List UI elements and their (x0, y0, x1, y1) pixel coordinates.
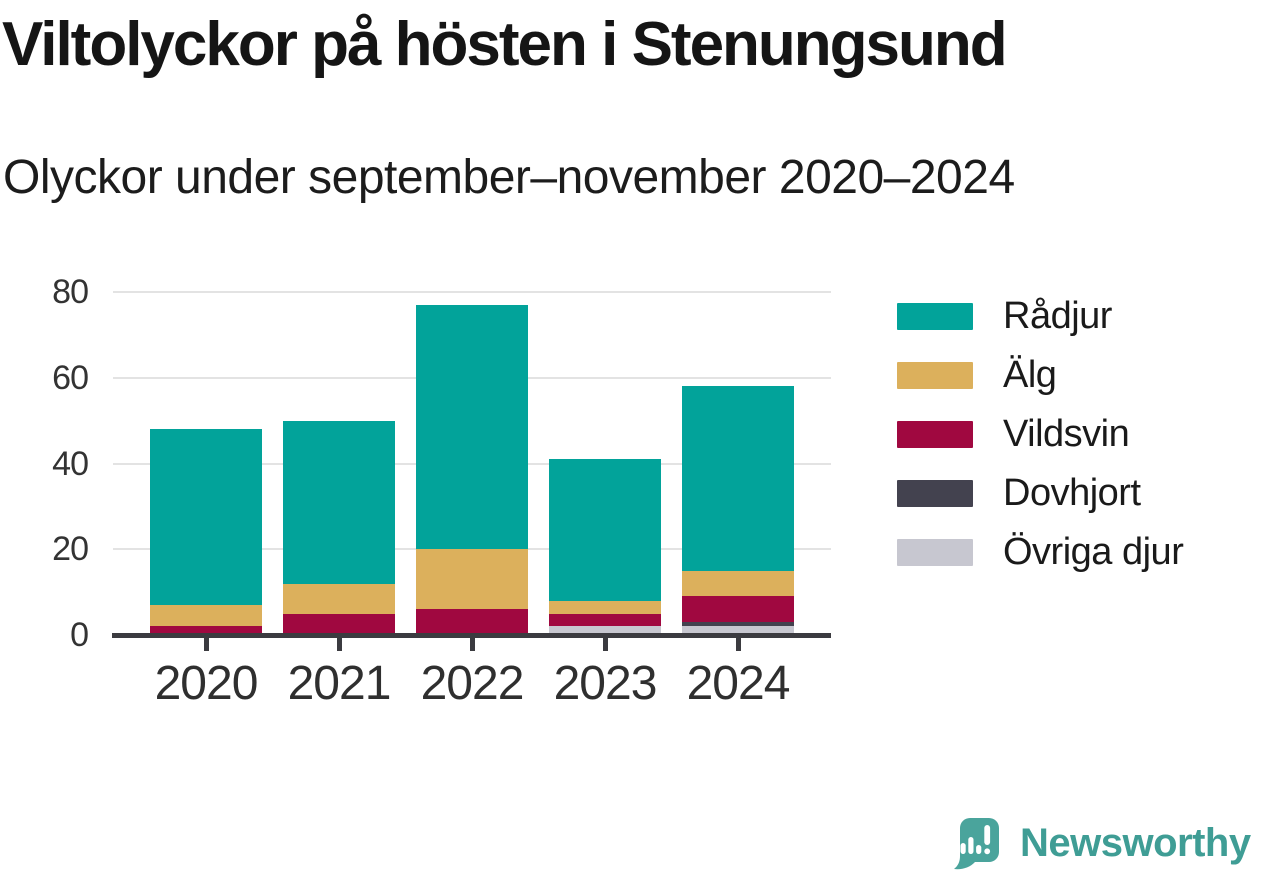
x-axis-tick-2024 (735, 638, 741, 651)
bar-segment-2021-Vildsvin (283, 613, 395, 635)
bar-segment-2022-Rådjur (416, 304, 528, 550)
bar-segment-2021-Rådjur (283, 420, 395, 584)
bar-segment-2023-Älg (549, 600, 661, 614)
gridline-y-80 (113, 291, 831, 293)
bar-segment-2024-Dovhjort (682, 622, 794, 627)
bar-segment-2022-Älg (416, 549, 528, 610)
legend-item-Vildsvin: Vildsvin (897, 412, 1130, 455)
x-axis-tick-2023 (602, 638, 608, 651)
x-axis-tick-2022 (469, 638, 475, 651)
legend-swatch-Vildsvin (897, 420, 973, 448)
legend-item-Övriga djur: Övriga djur (897, 530, 1184, 573)
x-axis-label-2024: 2024 (686, 657, 791, 710)
bar-segment-2023-Övriga djur (549, 626, 661, 635)
bar-segment-2023-Rådjur (549, 459, 661, 601)
y-axis-label-80: 80 (52, 273, 89, 311)
stacked-bar-2020 (150, 429, 262, 635)
y-axis-label-0: 0 (70, 616, 89, 654)
brand-footer: Newsworthy (948, 816, 1251, 870)
x-axis-label-2023: 2023 (553, 657, 658, 710)
x-axis-tick-2020 (203, 638, 209, 651)
bar-segment-2020-Vildsvin (150, 626, 262, 635)
bar-segment-2024-Vildsvin (682, 596, 794, 623)
y-axis-label-60: 60 (52, 358, 89, 397)
legend-swatch-Älg (897, 361, 973, 389)
chart-subtitle: Olyckor under september–november 2020–20… (3, 151, 1015, 204)
legend-label-Dovhjort: Dovhjort (1003, 471, 1141, 514)
newsworthy-chart-bubble-icon (954, 818, 999, 870)
stacked-bar-2022 (416, 304, 528, 635)
x-axis-label-2021: 2021 (287, 657, 392, 710)
bar-segment-2023-Vildsvin (549, 613, 661, 627)
legend-swatch-Dovhjort (897, 479, 973, 507)
stacked-bar-2023 (549, 459, 661, 635)
bar-segment-2024-Rådjur (682, 386, 794, 571)
x-axis-label-2022: 2022 (420, 657, 525, 710)
brand-name: Newsworthy (1020, 820, 1251, 865)
legend-label-Övriga djur: Övriga djur (1003, 530, 1184, 573)
legend-label-Älg: Älg (1003, 353, 1057, 396)
bar-segment-2021-Älg (283, 583, 395, 614)
bar-segment-2024-Älg (682, 570, 794, 597)
x-axis-tick-2021 (336, 638, 342, 651)
legend-item-Dovhjort: Dovhjort (897, 471, 1141, 514)
y-axis-label-20: 20 (52, 530, 89, 569)
legend-swatch-Rådjur (897, 302, 973, 330)
bar-segment-2024-Övriga djur (682, 626, 794, 635)
chart-title: Viltolyckor på hösten i Stenungsund (2, 10, 1008, 79)
stacked-bar-2021 (283, 420, 395, 635)
bar-segment-2020-Rådjur (150, 429, 262, 605)
legend-item-Älg: Älg (897, 353, 1057, 396)
bar-segment-2020-Älg (150, 604, 262, 627)
stacked-bar-2024 (682, 386, 794, 635)
legend-label-Vildsvin: Vildsvin (1003, 412, 1130, 455)
x-axis-label-2020: 2020 (154, 657, 259, 710)
x-axis-line (112, 633, 831, 638)
y-axis-label-40: 40 (52, 444, 89, 483)
legend-swatch-Övriga djur (897, 538, 973, 566)
bar-segment-2022-Vildsvin (416, 609, 528, 635)
legend-item-Rådjur: Rådjur (897, 294, 1112, 337)
legend-label-Rådjur: Rådjur (1003, 294, 1112, 337)
